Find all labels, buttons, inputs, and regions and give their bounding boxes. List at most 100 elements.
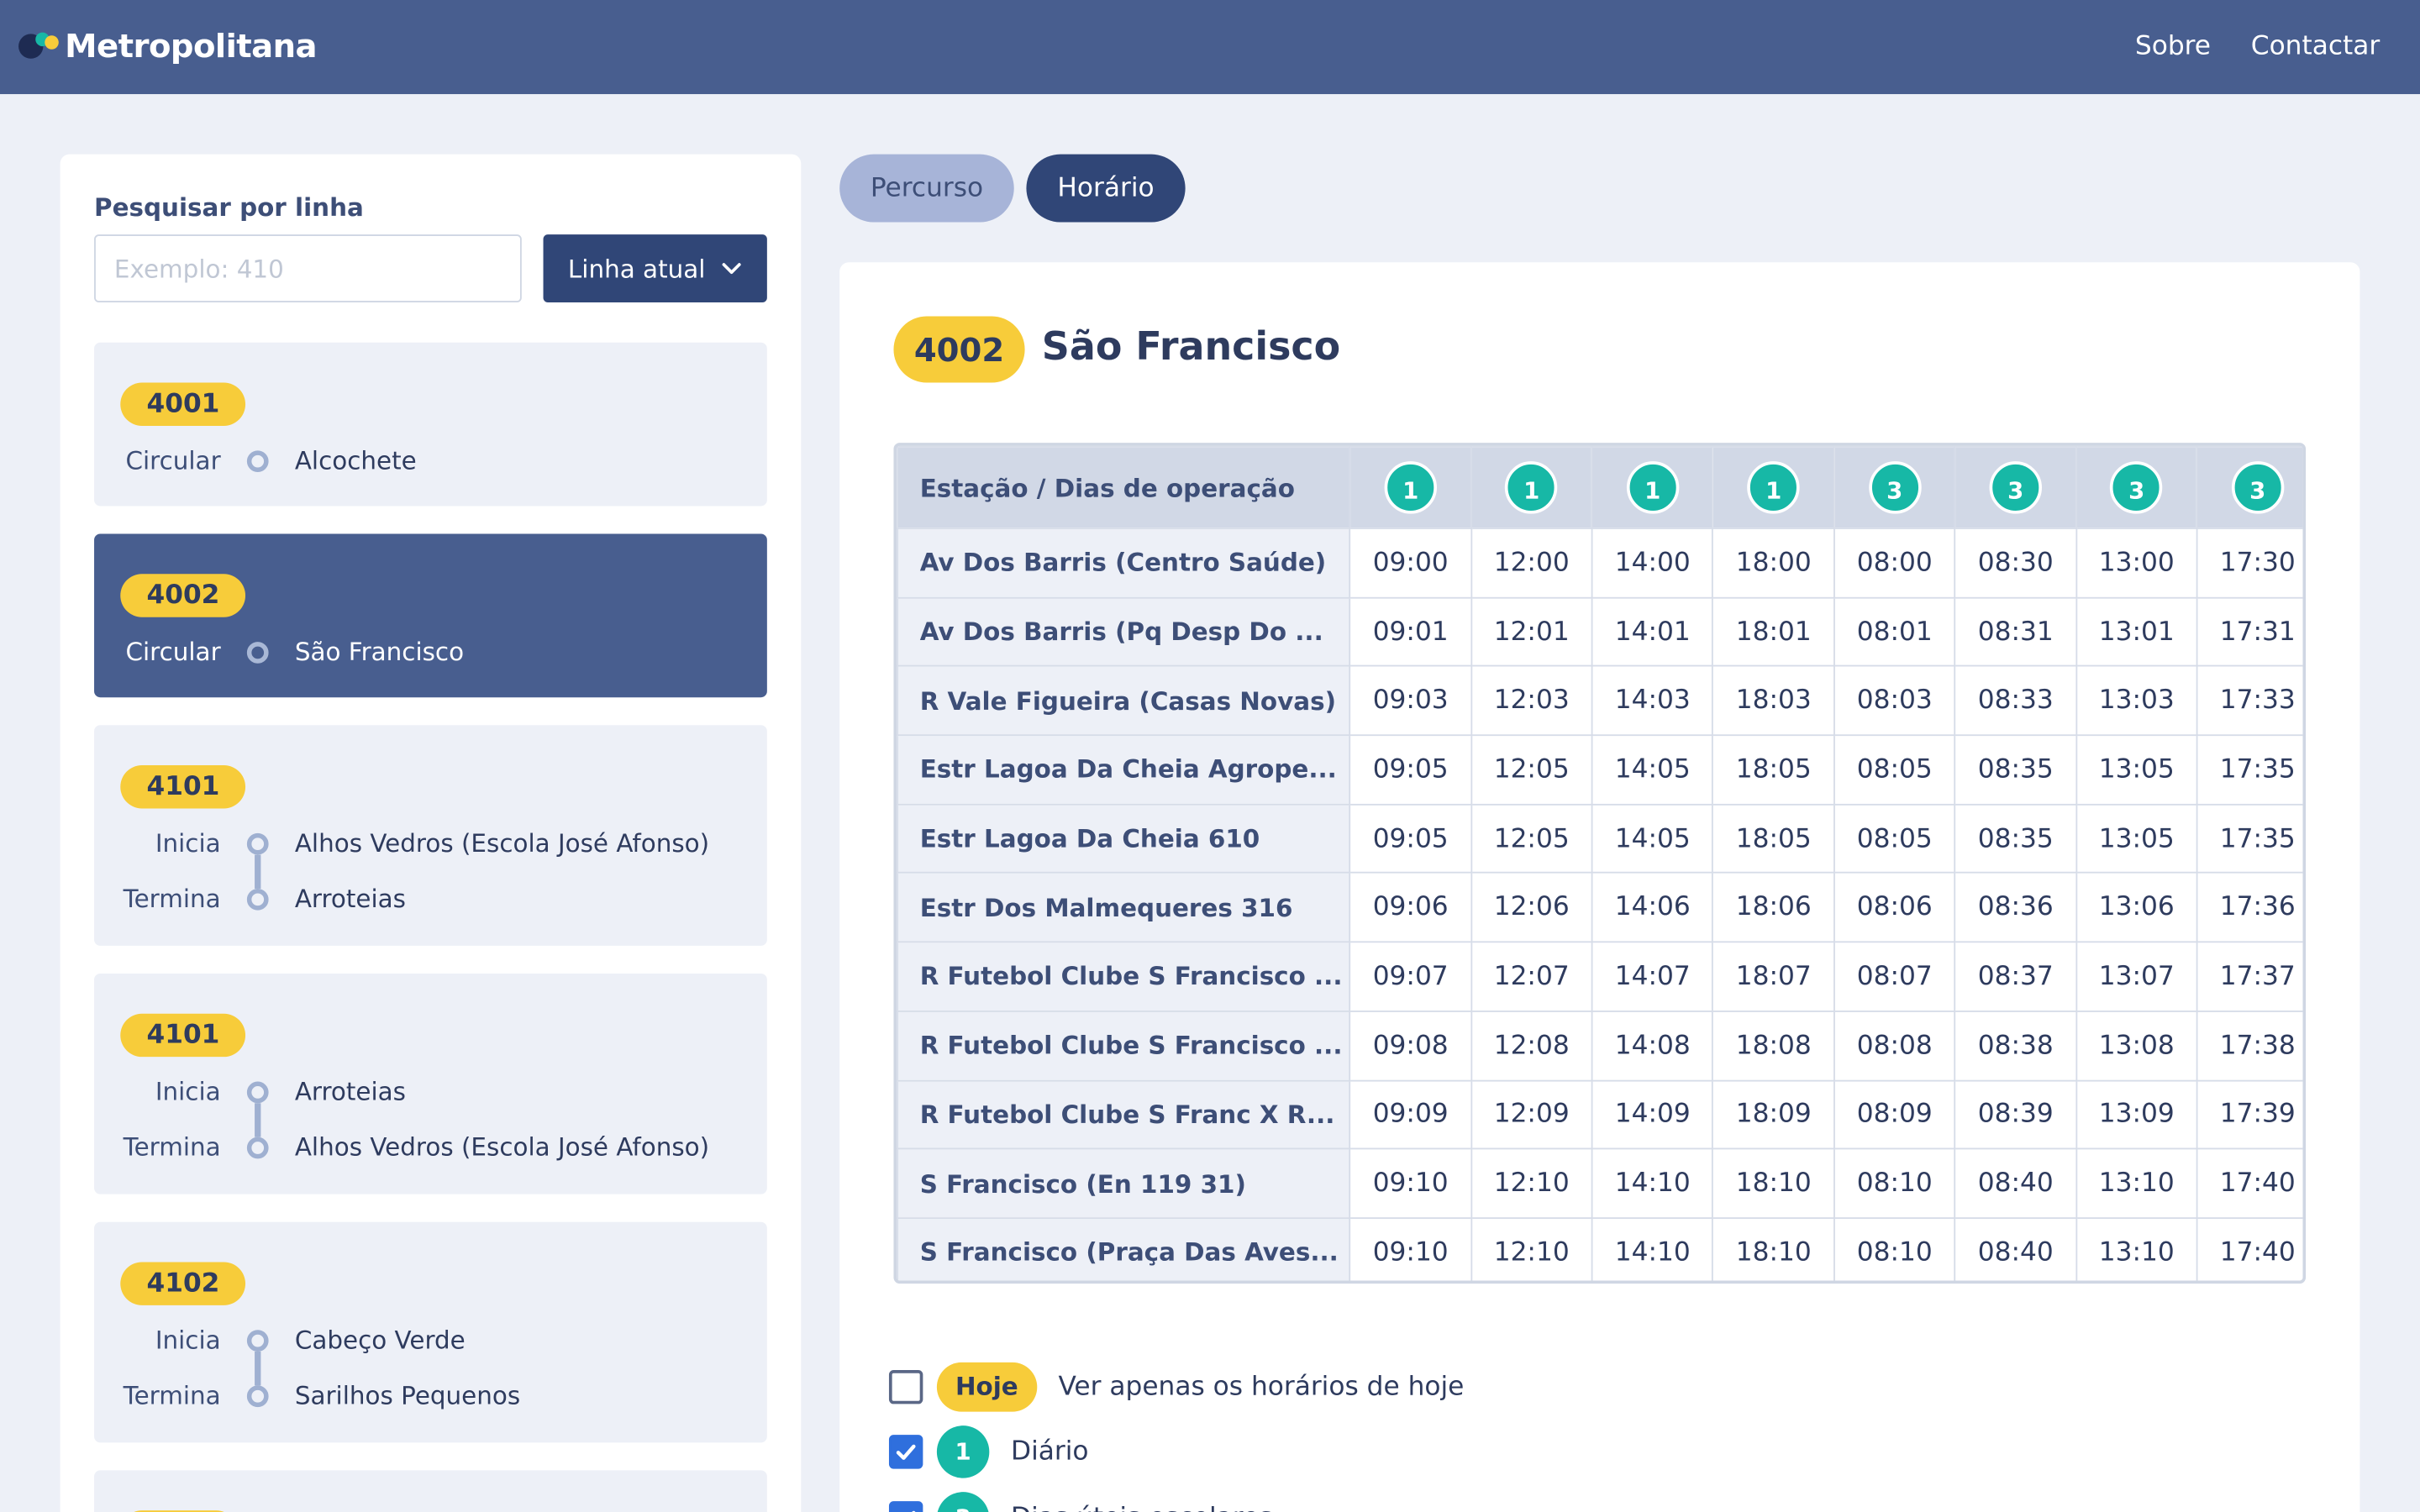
check-icon: [912, 1510, 916, 1512]
day-type-badge: 1: [1384, 461, 1437, 514]
departure-time: 09:05: [1349, 734, 1472, 806]
departure-time: 18:03: [1712, 665, 1835, 737]
departure-time: 14:03: [1591, 665, 1714, 737]
departure-time: 08:37: [1954, 941, 2077, 1012]
day-1-checkbox[interactable]: [888, 1435, 923, 1469]
line-card-4101-return[interactable]: 4101 Inicia Arroteias Termina Alhos Vedr…: [94, 973, 767, 1194]
table-row: Estr Dos Malmequeres 316 09:06 12:06 14:06 1…: [897, 872, 2303, 943]
departure-time: 14:10: [1591, 1216, 1714, 1281]
table-row: Av Dos Barris (Centro Saúde) 09:00 12:00 14…: [897, 528, 2303, 599]
departure-time: 12:10: [1470, 1147, 1593, 1219]
departure-time: 18:05: [1712, 734, 1835, 806]
day-type-column-header: 1: [1591, 445, 1714, 529]
top-header: Metropolitana Sobre Contactar: [0, 0, 2420, 95]
filter-day-1[interactable]: 1 Diário: [888, 1425, 1089, 1478]
day-type-badge: 3: [1989, 461, 2042, 514]
station-name: R Futebol Clube S Francisco ...: [897, 941, 1351, 1012]
day-type-column-header: 1: [1470, 445, 1593, 529]
departure-time: 08:07: [1833, 941, 1956, 1012]
station-name: Estr Lagoa Da Cheia 610: [897, 803, 1351, 874]
departure-time: 17:39: [2196, 1079, 2303, 1150]
departure-time: 12:06: [1470, 872, 1593, 943]
brand-logo[interactable]: Metropolitana: [18, 28, 318, 65]
departure-time: 08:38: [1954, 1010, 2077, 1081]
end-stop: Alhos Vedros (Escola José Afonso): [294, 1132, 710, 1163]
day-3-checkbox[interactable]: [888, 1501, 923, 1512]
filter-today[interactable]: Hoje Ver apenas os horários de hoje: [888, 1362, 1464, 1412]
table-row: Av Dos Barris (Pq Desp Do ... 09:01 12:01 1…: [897, 596, 2303, 668]
day-type-column-header: 3: [1954, 445, 2077, 529]
line-card-next[interactable]: [94, 1470, 767, 1512]
line-sidebar: Pesquisar por linha Linha atual 4001 Cir…: [60, 154, 802, 1512]
departure-time: 13:10: [2075, 1147, 2198, 1219]
start-label: Inicia: [155, 1077, 221, 1106]
start-label: Inicia: [155, 1325, 221, 1355]
station-name: Estr Dos Malmequeres 316: [897, 872, 1351, 943]
circular-destination: Alcochete: [294, 445, 417, 475]
day-type-badge: 1: [1505, 461, 1558, 514]
filter-day-3[interactable]: 3 Dias úteis escolares: [888, 1492, 1272, 1512]
end-label: Termina: [123, 1132, 221, 1163]
station-name: R Futebol Clube S Franc X R...: [897, 1079, 1351, 1150]
nav-link-sobre[interactable]: Sobre: [2134, 30, 2212, 62]
departure-time: 08:05: [1833, 734, 1956, 806]
departure-time: 09:10: [1349, 1147, 1472, 1219]
departure-time: 08:06: [1833, 872, 1956, 943]
end-stop: Sarilhos Pequenos: [294, 1380, 521, 1410]
departure-time: 08:40: [1954, 1216, 2077, 1281]
station-name: R Vale Figueira (Casas Novas): [897, 665, 1351, 737]
day-type-column-header: 1: [1349, 445, 1472, 529]
end-label: Termina: [123, 1380, 221, 1410]
end-dot-icon: [246, 888, 269, 911]
current-line-label: Linha atual: [567, 254, 706, 284]
tab-horario[interactable]: Horário: [1026, 154, 1186, 223]
line-number-badge: 4101: [120, 765, 246, 809]
departure-time: 12:01: [1470, 596, 1593, 668]
today-checkbox[interactable]: [888, 1370, 923, 1404]
route-connector-line: [255, 1103, 261, 1137]
nav-link-contactar[interactable]: Contactar: [2250, 30, 2381, 62]
line-card-4102[interactable]: 4102 Inicia Cabeço Verde Termina Sarilho…: [94, 1221, 767, 1443]
check-icon: [896, 1444, 916, 1460]
departure-time: 14:05: [1591, 734, 1714, 806]
line-search-input[interactable]: [94, 234, 522, 302]
departure-time: 08:40: [1954, 1147, 2077, 1219]
route-connector-line: [255, 854, 261, 889]
departure-time: 09:00: [1349, 528, 1472, 599]
departure-time: 09:09: [1349, 1079, 1472, 1150]
departure-time: 14:08: [1591, 1010, 1714, 1081]
departure-time: 09:10: [1349, 1216, 1472, 1281]
departure-time: 08:36: [1954, 872, 2077, 943]
line-card-4101[interactable]: 4101 Inicia Alhos Vedros (Escola José Af…: [94, 725, 767, 946]
line-card-4001[interactable]: 4001 Circular Alcochete: [94, 342, 767, 507]
departure-time: 08:10: [1833, 1147, 1956, 1219]
tab-percurso[interactable]: Percurso: [839, 154, 1014, 223]
departure-time: 12:07: [1470, 941, 1593, 1012]
current-line-dropdown[interactable]: Linha atual: [543, 234, 767, 302]
table-row: R Vale Figueira (Casas Novas) 09:03 12:03 1…: [897, 665, 2303, 737]
departure-time: 18:01: [1712, 596, 1835, 668]
departure-time: 09:08: [1349, 1010, 1472, 1081]
start-label: Inicia: [155, 828, 221, 858]
departure-time: 09:06: [1349, 872, 1472, 943]
day-type-column-header: 3: [2075, 445, 2198, 529]
station-name: S Francisco (Praça Das Aves...: [897, 1216, 1351, 1281]
departure-time: 08:08: [1833, 1010, 1956, 1081]
metropolitana-logo-icon: [18, 28, 61, 65]
departure-time: 12:05: [1470, 734, 1593, 806]
line-card-4002[interactable]: 4002 Circular São Francisco: [94, 533, 767, 698]
day-type-column-header: 3: [2196, 445, 2303, 529]
station-name: R Futebol Clube S Francisco ...: [897, 1010, 1351, 1081]
day-type-column-header: 3: [1833, 445, 1956, 529]
departure-time: 08:35: [1954, 803, 2077, 874]
day-type-badge: 1: [1626, 461, 1679, 514]
day-type-badge: 1: [936, 1425, 990, 1478]
departure-time: 08:00: [1833, 528, 1956, 599]
table-row: R Futebol Clube S Francisco ... 09:07 12:0…: [897, 941, 2303, 1012]
departure-time: 14:10: [1591, 1147, 1714, 1219]
day-type-text: Diário: [1011, 1436, 1089, 1467]
table-row: S Francisco (En 119 31) 09:10 12:10 14:10 18…: [897, 1147, 2303, 1219]
start-stop: Arroteias: [294, 1077, 407, 1106]
departure-time: 17:36: [2196, 872, 2303, 943]
table-row: Estr Lagoa Da Cheia 610 09:05 12:05 14:05 18…: [897, 803, 2303, 874]
